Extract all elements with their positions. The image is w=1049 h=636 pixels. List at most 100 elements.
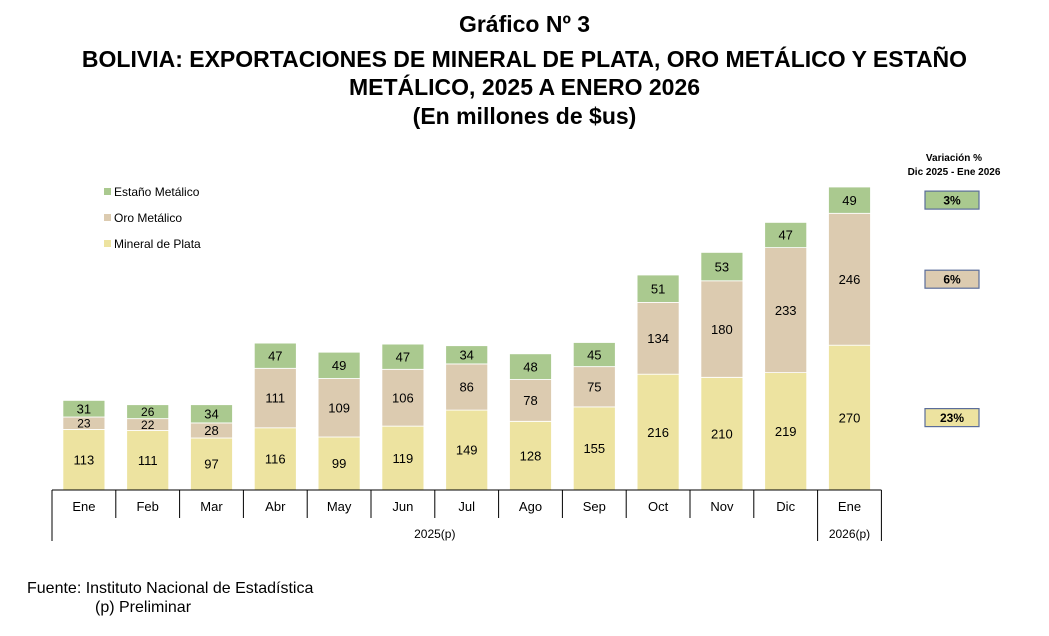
chart-units: (En millones de $us) bbox=[412, 103, 637, 129]
preliminary-note: (p) Preliminar bbox=[95, 599, 192, 616]
data-label-1-5: 106 bbox=[392, 390, 414, 405]
legend-swatch bbox=[104, 188, 111, 195]
bar-segment-2-10 bbox=[700, 251, 744, 282]
data-label-1-12: 246 bbox=[839, 272, 861, 287]
bar-segment-0-6 bbox=[445, 409, 489, 491]
year-group-label: 2026(p) bbox=[829, 527, 870, 541]
data-label-2-8: 45 bbox=[587, 347, 601, 362]
variation-value: 23% bbox=[940, 411, 964, 425]
data-label-2-10: 53 bbox=[715, 259, 729, 274]
bar-segment-2-1 bbox=[126, 404, 170, 420]
data-label-0-4: 99 bbox=[332, 456, 346, 471]
data-label-2-2: 34 bbox=[204, 407, 218, 422]
x-tick-label: Sep bbox=[583, 499, 606, 514]
bar-segment-1-3 bbox=[253, 367, 297, 429]
bar-segment-2-9 bbox=[636, 274, 680, 303]
bar-segment-1-10 bbox=[700, 280, 744, 378]
legend-label: Mineral de Plata bbox=[114, 237, 201, 251]
data-label-2-3: 47 bbox=[268, 348, 282, 363]
data-label-2-1: 26 bbox=[141, 405, 155, 419]
bar-segment-1-5 bbox=[381, 368, 425, 427]
bar-segment-0-2 bbox=[190, 437, 233, 491]
data-label-1-11: 233 bbox=[775, 303, 797, 318]
data-label-0-3: 116 bbox=[265, 452, 286, 467]
x-tick-label: May bbox=[327, 499, 352, 514]
x-tick-label: Dic bbox=[776, 499, 795, 514]
bar-segment-1-12 bbox=[828, 212, 871, 346]
chart-subtitle: BOLIVIA: EXPORTACIONES DE MINERAL DE PLA… bbox=[81, 46, 968, 100]
variation-value: 3% bbox=[943, 194, 961, 208]
legend-swatch bbox=[104, 214, 111, 221]
data-label-2-9: 51 bbox=[651, 281, 665, 296]
data-label-2-12: 49 bbox=[842, 193, 856, 208]
variation-value: 6% bbox=[943, 273, 961, 287]
x-tick-label: Feb bbox=[136, 499, 158, 514]
bar-segment-0-0 bbox=[62, 428, 106, 491]
source-note: Fuente: Instituto Nacional de Estadístic… bbox=[27, 580, 314, 597]
legend-swatch bbox=[104, 240, 111, 247]
data-label-0-12: 270 bbox=[839, 410, 861, 425]
bar-segment-0-4 bbox=[317, 436, 361, 491]
bar-segment-2-11 bbox=[764, 221, 808, 248]
bar-segment-2-12 bbox=[828, 186, 871, 214]
x-tick-label: Oct bbox=[648, 499, 669, 514]
bar-segment-0-10 bbox=[700, 376, 744, 491]
data-label-1-9: 134 bbox=[647, 331, 669, 346]
x-tick-label: Jun bbox=[392, 499, 413, 514]
chart-title: Gráfico Nº 3 bbox=[458, 11, 591, 37]
data-label-1-7: 78 bbox=[523, 393, 537, 408]
x-tick-label: Ene bbox=[838, 499, 861, 514]
data-label-1-10: 180 bbox=[711, 322, 733, 337]
x-tick-label: Nov bbox=[710, 499, 734, 514]
x-tick-label: Jul bbox=[458, 499, 475, 514]
data-label-0-10: 210 bbox=[711, 426, 733, 441]
data-label-0-8: 155 bbox=[583, 441, 605, 456]
bar-segment-1-9 bbox=[636, 301, 680, 375]
data-label-1-6: 86 bbox=[459, 380, 473, 395]
data-label-2-7: 48 bbox=[523, 359, 537, 374]
data-label-0-5: 119 bbox=[393, 451, 414, 466]
data-label-0-6: 149 bbox=[456, 443, 478, 458]
data-label-2-11: 47 bbox=[778, 228, 792, 243]
bar-segment-2-7 bbox=[509, 353, 552, 380]
x-tick-label: Mar bbox=[200, 499, 223, 514]
variation-subtitle: Dic 2025 - Ene 2026 bbox=[908, 167, 1001, 178]
bar-segment-0-5 bbox=[381, 425, 425, 491]
bar-segment-2-3 bbox=[253, 342, 297, 369]
x-tick-label: Ago bbox=[519, 499, 542, 514]
bar-segment-2-4 bbox=[317, 351, 361, 379]
x-tick-label: Ene bbox=[72, 499, 95, 514]
variation-box bbox=[924, 190, 980, 210]
legend-label: Estaño Metálico bbox=[114, 185, 200, 199]
data-label-2-6: 34 bbox=[459, 348, 473, 363]
data-label-2-4: 49 bbox=[332, 358, 346, 373]
data-label-0-0: 113 bbox=[74, 452, 95, 467]
variation-title: Variación % bbox=[926, 153, 982, 164]
data-label-1-1: 22 bbox=[141, 418, 155, 432]
bar-segment-2-8 bbox=[572, 342, 616, 368]
bar-segment-2-5 bbox=[381, 343, 425, 370]
bar-segment-1-4 bbox=[317, 378, 361, 438]
data-label-0-2: 97 bbox=[204, 457, 218, 472]
x-tick-label: Abr bbox=[265, 499, 286, 514]
bar-segment-2-6 bbox=[445, 345, 489, 365]
data-label-0-7: 128 bbox=[520, 448, 542, 463]
bar-segment-2-2 bbox=[190, 404, 233, 424]
data-label-0-9: 216 bbox=[647, 425, 669, 440]
variation-box bbox=[924, 408, 980, 428]
data-label-0-1: 111 bbox=[138, 453, 158, 468]
variation-box bbox=[924, 269, 980, 289]
data-label-1-3: 111 bbox=[265, 391, 285, 406]
bar-segment-1-11 bbox=[764, 247, 808, 374]
bar-segment-0-7 bbox=[509, 420, 552, 491]
data-label-0-11: 219 bbox=[775, 424, 797, 439]
data-label-1-8: 75 bbox=[587, 379, 601, 394]
data-label-2-0: 31 bbox=[77, 401, 91, 416]
bar-segment-2-0 bbox=[62, 399, 106, 418]
data-label-1-2: 28 bbox=[204, 423, 218, 438]
year-group-label: 2025(p) bbox=[414, 527, 455, 541]
legend-label: Oro Metálico bbox=[114, 211, 182, 225]
data-label-2-5: 47 bbox=[396, 349, 410, 364]
data-label-1-0: 23 bbox=[77, 417, 91, 431]
